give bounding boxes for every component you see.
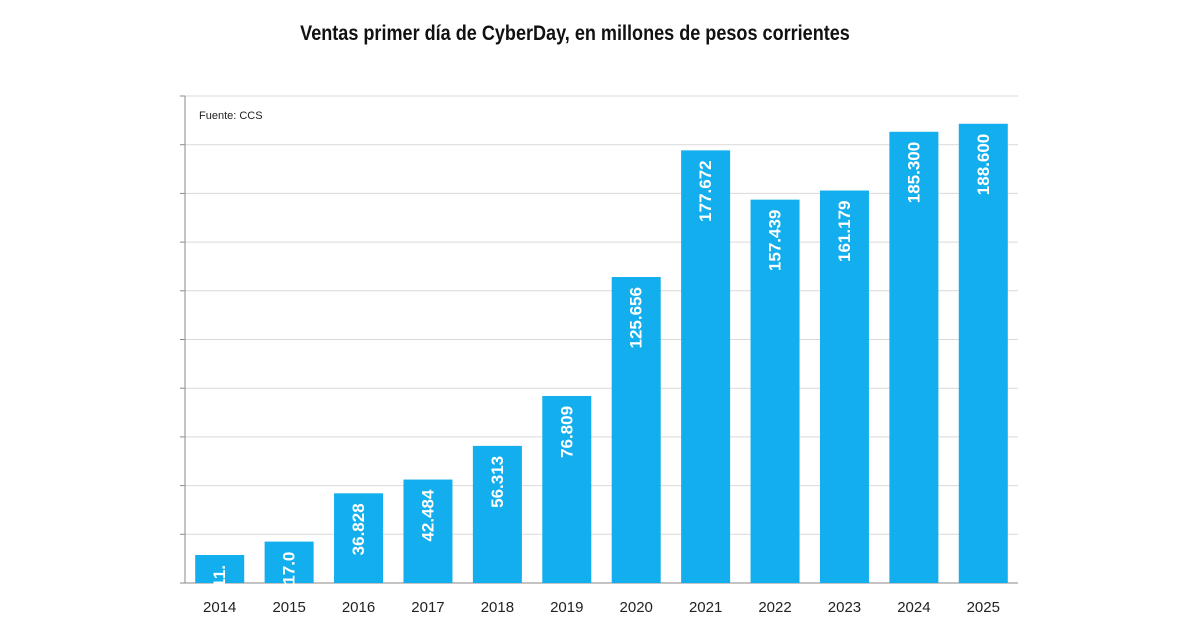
- bar-2022: [750, 199, 800, 583]
- bar-2024: [889, 131, 939, 583]
- axes: [180, 95, 1018, 584]
- x-tick-label-2024: 2024: [897, 599, 930, 616]
- gridlines: [185, 95, 1018, 535]
- bar-2021: [681, 150, 731, 583]
- bar-2018: [472, 445, 522, 583]
- x-tick-label-2014: 2014: [203, 599, 236, 616]
- bar-2025: [958, 123, 1008, 583]
- x-tick-label-2019: 2019: [550, 599, 583, 616]
- source-note: Fuente: CCS: [199, 110, 263, 122]
- bar-value-label-2014: 11.: [210, 565, 229, 588]
- bar-2017: [403, 479, 453, 583]
- bar-2014: [195, 554, 245, 583]
- bar-value-label-2022: 157.439: [766, 210, 785, 271]
- bar-2019: [542, 395, 592, 583]
- bar-value-label-2021: 177.672: [696, 160, 715, 221]
- x-tick-label-2022: 2022: [758, 599, 791, 616]
- bar-value-label-2023: 161.179: [835, 201, 854, 262]
- x-tick-label-2018: 2018: [481, 599, 514, 616]
- bar-value-label-2015: 17.0: [280, 552, 299, 585]
- bar-2015: [264, 541, 314, 583]
- x-tick-labels: 2014 2015 2016 2017 2018 2019 2020 2021 2022 2023…: [203, 599, 1000, 616]
- x-tick-label-2016: 2016: [342, 599, 375, 616]
- bars: [195, 123, 1008, 584]
- bar-value-label-2020: 125.656: [627, 287, 646, 348]
- bar-value-label-2017: 42.484: [418, 489, 437, 542]
- bar-value-label-2018: 56.313: [488, 456, 507, 508]
- bar-2016: [334, 493, 384, 583]
- bar-value-label-2025: 188.600: [974, 134, 993, 195]
- x-tick-label-2023: 2023: [828, 599, 861, 616]
- bar-labels: 11. 17.0 36.828 42.484 56.313 76.809 125.656 17…: [210, 134, 993, 588]
- chart-title: Ventas primer día de CyberDay, en millon…: [300, 22, 850, 45]
- x-tick-label-2020: 2020: [620, 599, 653, 616]
- x-tick-label-2025: 2025: [967, 599, 1000, 616]
- x-tick-label-2015: 2015: [272, 599, 305, 616]
- x-tick-label-2021: 2021: [689, 599, 722, 616]
- bar-2020: [611, 277, 661, 583]
- bar-value-label-2016: 36.828: [349, 503, 368, 555]
- bar-value-label-2024: 185.300: [904, 142, 923, 203]
- bar-value-label-2019: 76.809: [557, 406, 576, 458]
- x-tick-label-2017: 2017: [411, 599, 444, 616]
- bar-2023: [819, 190, 869, 584]
